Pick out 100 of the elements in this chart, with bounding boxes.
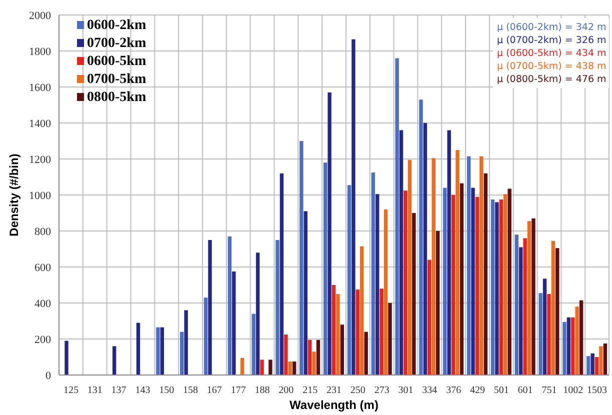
bar	[347, 185, 352, 375]
x-tick-label: 231	[326, 385, 342, 396]
bar	[404, 190, 408, 375]
y-tick-label: 1600	[29, 82, 52, 94]
legend-label: 0600-5km	[87, 54, 146, 69]
annotation: μ (0600-2km) = 342 m	[497, 22, 606, 33]
bar	[352, 39, 356, 375]
bar	[260, 360, 264, 375]
bar	[586, 356, 590, 375]
bar	[256, 252, 260, 375]
bar	[388, 303, 392, 375]
bar	[240, 358, 244, 375]
y-tick-label: 2000	[29, 10, 52, 22]
bar	[384, 209, 388, 375]
bar	[380, 288, 384, 375]
bar	[323, 162, 328, 375]
bar	[304, 211, 308, 375]
bar	[436, 231, 440, 375]
x-tick-label: 301	[398, 385, 414, 396]
bar	[480, 156, 484, 375]
bar	[562, 322, 566, 375]
bar	[112, 346, 116, 375]
x-tick-label: 188	[254, 385, 270, 396]
y-tick-label: 600	[34, 262, 52, 274]
bar	[594, 357, 599, 375]
bar	[495, 202, 499, 375]
x-tick-label: 215	[302, 385, 318, 396]
bar	[466, 156, 471, 375]
bar	[184, 310, 188, 375]
bar	[451, 195, 456, 375]
bar	[376, 194, 380, 375]
x-tick-label: 200	[278, 385, 294, 396]
bar	[551, 240, 556, 375]
y-tick-label: 800	[34, 226, 52, 238]
bar	[523, 238, 527, 375]
annotation: μ (0600-5km) = 434 m	[497, 48, 606, 59]
bar	[419, 100, 423, 375]
x-tick-label: 158	[183, 385, 198, 396]
bar	[490, 200, 495, 375]
bar	[408, 160, 412, 375]
x-tick-label: 177	[230, 385, 246, 396]
bar	[460, 183, 464, 375]
bar	[571, 317, 575, 375]
bar	[204, 298, 208, 375]
bar	[590, 353, 594, 375]
bar	[575, 306, 579, 375]
x-tick-label: 501	[494, 385, 509, 396]
bar	[364, 332, 368, 375]
bar	[508, 188, 512, 375]
annotation: μ (0700-5km) = 438 m	[497, 61, 606, 72]
bar	[542, 278, 547, 375]
bar	[268, 360, 272, 375]
bar	[308, 340, 312, 375]
annotation: μ (0800-5km) = 476 m	[497, 74, 606, 85]
bar	[328, 92, 332, 375]
bar	[603, 344, 608, 375]
x-tick-label: 376	[446, 385, 462, 396]
bar	[232, 272, 236, 375]
bar	[556, 248, 560, 375]
bar	[228, 236, 232, 375]
x-tick-label: 150	[159, 385, 174, 396]
bar	[432, 158, 436, 375]
bar	[276, 240, 280, 375]
y-tick-label: 1400	[29, 118, 52, 130]
x-axis-title: Wavelength (m)	[290, 398, 378, 412]
bar	[360, 246, 364, 375]
x-tick-label: 601	[518, 385, 533, 396]
bar	[64, 340, 68, 375]
y-tick-label: 200	[34, 334, 52, 346]
bar	[284, 334, 288, 375]
bar	[340, 324, 344, 375]
bar	[547, 294, 551, 375]
y-tick-label: 0	[46, 370, 52, 382]
x-tick-label: 429	[470, 385, 485, 396]
bar	[423, 123, 428, 375]
bar	[499, 200, 503, 375]
bar	[312, 352, 316, 375]
bar	[475, 196, 480, 375]
x-tick-label: 273	[374, 385, 390, 396]
legend-label: 0800-5km	[87, 90, 146, 105]
bar	[300, 141, 304, 375]
bar	[252, 314, 256, 375]
legend-label: 0700-2km	[87, 36, 146, 51]
x-tick-label: 167	[206, 385, 222, 396]
x-tick-label: 131	[87, 385, 102, 396]
bar	[456, 150, 460, 375]
bar	[288, 362, 292, 375]
legend-label: 0700-5km	[87, 72, 146, 87]
bar	[532, 218, 536, 375]
bar	[447, 130, 451, 375]
bar	[428, 260, 432, 375]
bar	[527, 221, 532, 375]
bar	[356, 290, 360, 375]
bar	[484, 173, 488, 375]
bar	[503, 194, 508, 375]
bar	[336, 294, 340, 375]
legend-label: 0600-2km	[87, 18, 146, 33]
bar	[599, 346, 603, 375]
x-tick-label: 1503	[587, 385, 608, 396]
bar	[136, 322, 140, 375]
